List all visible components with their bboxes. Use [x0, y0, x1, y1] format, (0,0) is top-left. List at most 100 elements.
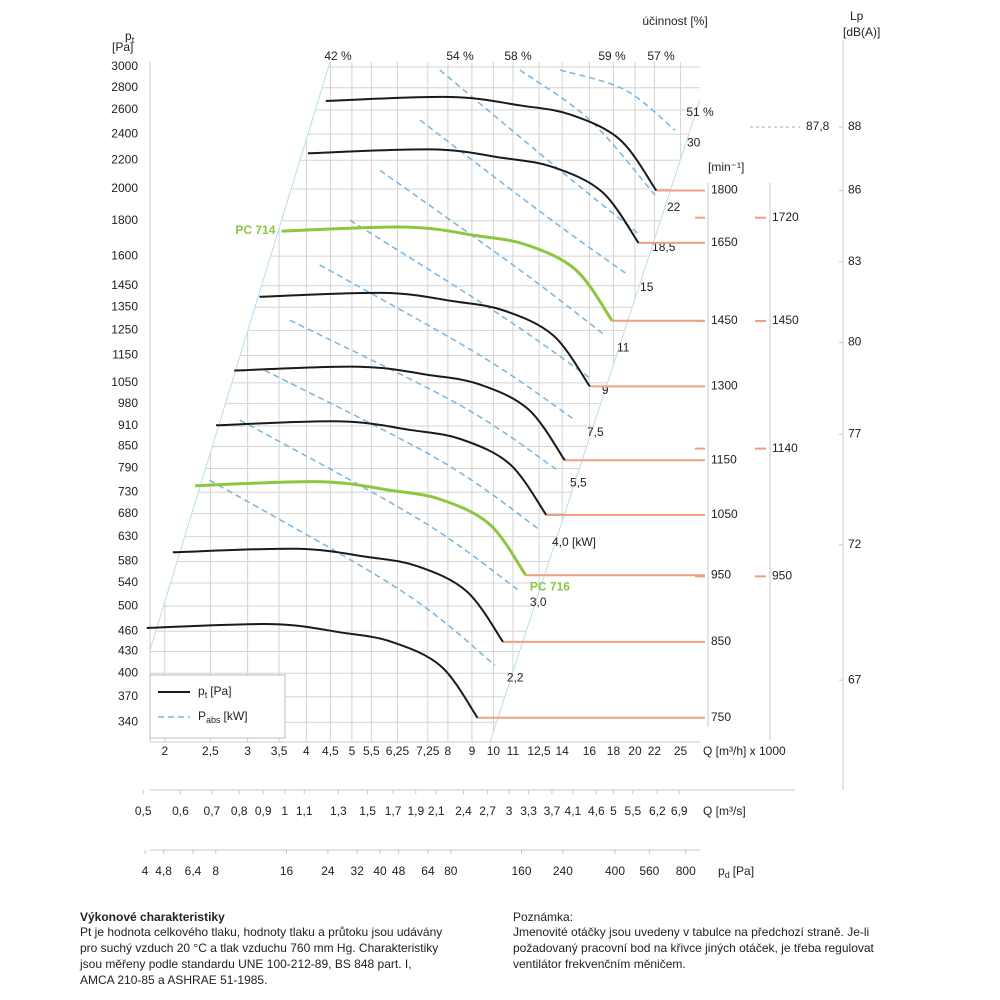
x-tick-label: 10 — [487, 744, 501, 758]
x3-axis-title-symbol: p — [718, 864, 725, 878]
x-tick-label: 6,2 — [649, 804, 666, 818]
x-tick-label: 0,7 — [204, 804, 221, 818]
pressure-curve — [281, 225, 614, 322]
y-tick-label: 1050 — [111, 375, 138, 389]
pressure-curve — [146, 623, 479, 719]
x-tick-label: 4,5 — [322, 744, 339, 758]
note-title: Poznámka: — [513, 910, 573, 924]
x-tick-label: 18 — [607, 744, 621, 758]
y-tick-label: 850 — [118, 439, 138, 453]
legend-box — [149, 674, 286, 739]
pressure-curve — [307, 148, 640, 244]
legend-label: pt [Pa] — [198, 684, 232, 700]
legend-label-symbol: P — [198, 709, 206, 723]
legend-label-unit: [Pa] — [210, 684, 231, 698]
x-tick-label: 11 — [507, 744, 520, 758]
y-tick-label: 680 — [118, 506, 138, 520]
power-curve — [559, 69, 676, 131]
efficiency-label: 57 % — [647, 49, 675, 63]
rpm-label: 750 — [711, 710, 731, 724]
rpm-label: 950 — [711, 567, 731, 581]
x-tick-label: 25 — [674, 744, 688, 758]
y-tick-label: 2600 — [111, 102, 138, 116]
pressure-curve — [234, 365, 566, 461]
y-tick-label: 910 — [118, 418, 138, 432]
x-tick-label: 5,5 — [363, 744, 380, 758]
pressure-curve — [215, 420, 548, 516]
x3-axis-title: pd [Pa] — [718, 864, 754, 880]
x-tick-label: 240 — [553, 864, 573, 878]
y-tick-label: 1450 — [111, 278, 138, 292]
y-tick-label: 1250 — [111, 323, 138, 337]
y-axis-unit: [Pa] — [112, 40, 133, 54]
x-tick-label: 9 — [469, 744, 476, 758]
efficiency-label: 59 % — [598, 49, 626, 63]
x-tick-label: 32 — [351, 864, 365, 878]
power-curve — [439, 69, 641, 236]
power-curve — [379, 169, 606, 336]
power-label: 3,0 — [530, 595, 547, 609]
x-tick-label: 3,5 — [271, 744, 288, 758]
rpm-label: 850 — [711, 634, 731, 648]
x-tick-label: 3 — [244, 744, 251, 758]
x-tick-label: 16 — [280, 864, 294, 878]
power-curve — [319, 264, 576, 421]
x-tick-label: 2 — [161, 744, 168, 758]
y-tick-label: 460 — [118, 623, 138, 637]
y-tick-label: 2200 — [111, 152, 138, 166]
x-tick-label: 5,5 — [625, 804, 642, 818]
note-title: Výkonové charakteristiky — [80, 910, 225, 924]
power-label: 22 — [667, 200, 681, 214]
power-curve — [239, 419, 519, 591]
x-tick-label: 3,3 — [520, 804, 537, 818]
y-axis-symbol: p — [125, 29, 132, 43]
x-tick-label: 160 — [511, 864, 531, 878]
power-curve — [419, 119, 629, 276]
y-axis-title: pt — [125, 29, 135, 45]
legend-label-symbol: p — [198, 684, 205, 698]
lp-label: Lp — [850, 9, 864, 23]
x3-axis-title-unit: [Pa] — [733, 864, 754, 878]
x-tick-label: 2,1 — [428, 804, 445, 818]
x-tick-label: 2,4 — [455, 804, 472, 818]
x-tick-label: 4,1 — [565, 804, 582, 818]
rpm2-label: 1140 — [772, 441, 798, 455]
lp-tick-label: 77 — [848, 427, 862, 441]
y-tick-label: 370 — [118, 689, 138, 703]
lp-tick-label: 83 — [848, 254, 862, 268]
y-tick-label: 1350 — [111, 299, 138, 313]
pressure-curve — [325, 95, 658, 192]
y-tick-label: 730 — [118, 484, 138, 498]
note-line: požadovaný pracovní bod na křivce jiných… — [513, 941, 875, 955]
y-tick-label: 980 — [118, 396, 138, 410]
y-tick-label: 1150 — [112, 348, 138, 362]
note-line: pro suchý vzduch 20 °C a tlak vzduchu 76… — [80, 941, 438, 955]
x-tick-label: 0,6 — [172, 804, 189, 818]
x-tick-label: 24 — [321, 864, 335, 878]
efficiency-title: účinnost [%] — [642, 14, 707, 28]
x-tick-label: 14 — [555, 744, 569, 758]
lp-marker-label: 87,8 — [806, 119, 830, 133]
x-tick-label: 12,5 — [527, 744, 551, 758]
x-tick-label: 4 — [303, 744, 310, 758]
x-tick-label: 5 — [610, 804, 617, 818]
x3-axis-title-sub: d — [725, 870, 730, 880]
power-label: 11 — [617, 340, 630, 354]
y-tick-label: 340 — [118, 714, 138, 728]
x-tick-label: 64 — [421, 864, 435, 878]
lp-tick-label: 67 — [848, 672, 862, 686]
rpm-label: 1800 — [711, 183, 738, 197]
model-label: PC 714 — [235, 223, 275, 237]
x-tick-label: 40 — [373, 864, 387, 878]
legend-label-sub: t — [205, 690, 208, 700]
x-tick-label: 1,7 — [385, 804, 402, 818]
x-tick-label: 1,5 — [359, 804, 376, 818]
x-tick-label: 400 — [605, 864, 625, 878]
x-tick-label: 7,25 — [416, 744, 440, 758]
rpm-unit: [min⁻¹] — [708, 160, 744, 174]
power-curve — [349, 219, 591, 379]
x-tick-label: 0,8 — [231, 804, 248, 818]
power-label: 7,5 — [587, 425, 604, 439]
efficiency-label: 54 % — [446, 49, 474, 63]
